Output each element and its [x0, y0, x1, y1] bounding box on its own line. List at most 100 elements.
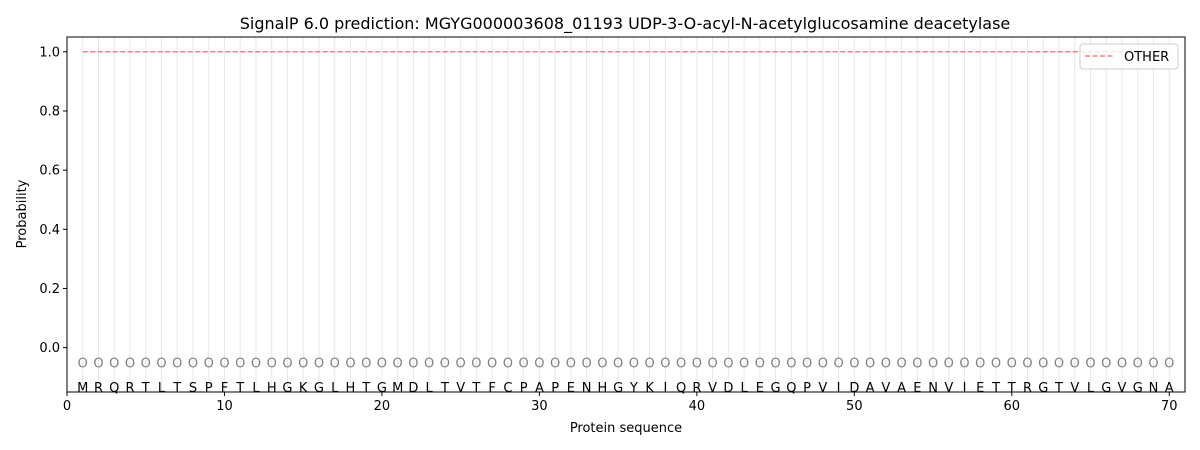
prediction-marker: O — [519, 356, 529, 371]
residue-label: D — [849, 381, 859, 396]
prediction-marker: O — [629, 356, 639, 371]
prediction-marker: O — [1085, 356, 1095, 371]
prediction-marker: O — [944, 356, 954, 371]
prediction-marker: O — [1007, 356, 1017, 371]
prediction-marker: O — [424, 356, 434, 371]
prediction-marker: O — [330, 356, 340, 371]
residue-label: T — [440, 381, 449, 396]
legend-box — [1079, 43, 1179, 70]
x-axis: 0 10 20 30 40 50 60 70 — [63, 392, 1178, 414]
prediction-marker: O — [613, 356, 623, 371]
x-tick-label: 30 — [531, 399, 548, 414]
residue-label: T — [141, 381, 150, 396]
residue-label: H — [267, 381, 277, 396]
prediction-marker: O — [959, 356, 969, 371]
prediction-marker: O — [235, 356, 245, 371]
residue-label: V — [944, 381, 953, 396]
prediction-marker: O — [896, 356, 906, 371]
prediction-marker: O — [582, 356, 592, 371]
prediction-marker: O — [660, 356, 670, 371]
residue-label: E — [913, 381, 921, 396]
legend-label-other: OTHER — [1124, 50, 1169, 65]
prediction-marker: O — [881, 356, 891, 371]
prediction-marker: O — [109, 356, 119, 371]
prediction-marker: O — [1117, 356, 1127, 371]
prediction-marker: O — [770, 356, 780, 371]
residue-label: G — [613, 381, 623, 396]
residue-label: L — [740, 381, 748, 396]
prediction-marker: O — [723, 356, 733, 371]
residue-label: L — [426, 381, 434, 396]
residue-label: V — [1070, 381, 1079, 396]
residue-label: N — [928, 381, 938, 396]
residue-label: Y — [629, 381, 638, 396]
marks: OMOROQOROTOLOTOSOPOFOTOLOHOGOKOGOLOHOTOG… — [77, 51, 1174, 396]
y-tick-label: 0.2 — [39, 282, 60, 297]
residue-label: V — [881, 381, 890, 396]
residue-label: G — [377, 381, 387, 396]
residue-label: A — [535, 381, 544, 396]
prediction-marker: O — [314, 356, 324, 371]
prediction-marker: O — [755, 356, 765, 371]
prediction-marker: O — [440, 356, 450, 371]
residue-label: N — [582, 381, 592, 396]
prediction-marker: O — [692, 356, 702, 371]
y-tick-label: 0.8 — [39, 104, 60, 119]
prediction-marker: O — [1101, 356, 1111, 371]
prediction-marker: O — [912, 356, 922, 371]
residue-label: N — [1149, 381, 1159, 396]
prediction-marker: O — [645, 356, 655, 371]
prediction-marker: O — [204, 356, 214, 371]
prediction-marker: O — [93, 356, 103, 371]
residue-label: C — [503, 381, 512, 396]
y-tick-label: 0.4 — [39, 223, 60, 238]
y-tick-label: 1.0 — [39, 45, 60, 60]
prediction-marker: O — [361, 356, 371, 371]
residue-label: T — [172, 381, 181, 396]
prediction-marker: O — [172, 356, 182, 371]
residue-label: D — [723, 381, 733, 396]
residue-label: E — [976, 381, 984, 396]
residue-label: E — [756, 381, 764, 396]
prediction-marker: O — [1148, 356, 1158, 371]
prediction-marker: O — [786, 356, 796, 371]
legend: OTHER — [1079, 43, 1179, 70]
prediction-marker: O — [188, 356, 198, 371]
x-tick-label: 50 — [846, 399, 863, 414]
residue-label: Q — [786, 381, 796, 396]
prediction-marker: O — [456, 356, 466, 371]
prediction-marker: O — [298, 356, 308, 371]
prediction-marker: O — [849, 356, 859, 371]
residue-label: G — [1038, 381, 1048, 396]
residue-label: L — [1087, 381, 1095, 396]
prediction-marker: O — [377, 356, 387, 371]
prediction-marker: O — [707, 356, 717, 371]
prediction-marker: O — [1054, 356, 1064, 371]
residue-label: T — [235, 381, 244, 396]
residue-label: F — [488, 381, 495, 396]
residue-label: K — [299, 381, 308, 396]
prediction-marker: O — [282, 356, 292, 371]
y-tick-label: 0.0 — [39, 341, 60, 356]
x-axis-label: Protein sequence — [570, 421, 682, 436]
x-tick-label: 0 — [63, 399, 71, 414]
x-tick-label: 40 — [689, 399, 706, 414]
prediction-marker: O — [471, 356, 481, 371]
residue-label: I — [963, 381, 967, 396]
residue-label: R — [692, 381, 701, 396]
x-tick-label: 60 — [1004, 399, 1021, 414]
chart-title: SignalP 6.0 prediction: MGYG000003608_01… — [240, 14, 1011, 34]
prediction-marker: O — [267, 356, 277, 371]
residue-label: L — [331, 381, 339, 396]
residue-label: A — [897, 381, 906, 396]
residue-label: A — [1165, 381, 1174, 396]
residue-label: V — [456, 381, 465, 396]
prediction-marker: O — [739, 356, 749, 371]
prediction-marker: O — [991, 356, 1001, 371]
residue-label: S — [189, 381, 197, 396]
residue-label: G — [771, 381, 781, 396]
residue-label: G — [314, 381, 324, 396]
prediction-marker: O — [1164, 356, 1174, 371]
residue-label: L — [158, 381, 166, 396]
